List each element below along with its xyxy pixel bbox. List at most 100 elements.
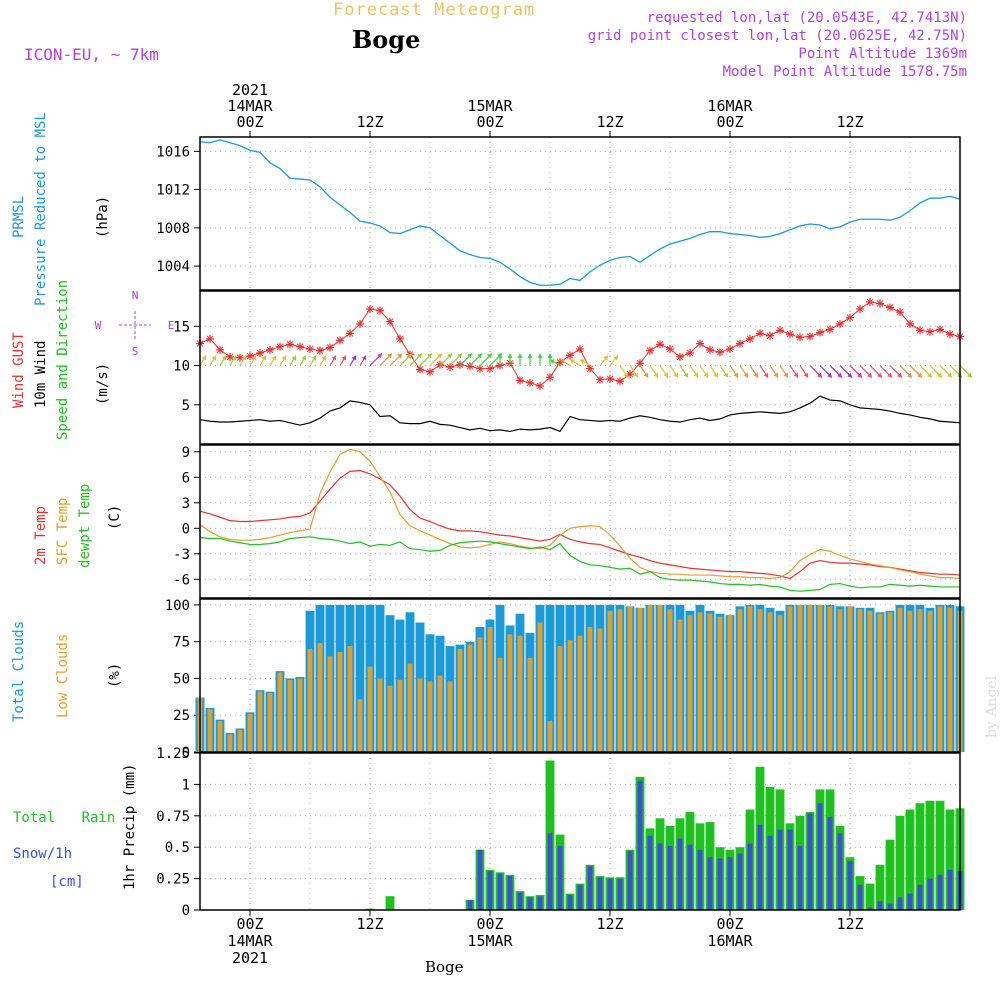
precip-bar-b <box>917 884 923 910</box>
precip-bar-b <box>697 849 703 910</box>
bottom-time-label: 00Z <box>236 915 263 933</box>
wind-gust-marker <box>656 340 664 349</box>
snow-label: Snow/1h <box>13 846 73 862</box>
clouds-bar-b <box>537 622 543 752</box>
wind-direction-arrow <box>959 365 973 378</box>
precip-bar-a <box>925 800 935 910</box>
wind-gust-marker <box>536 381 544 390</box>
clouds-bar-b <box>757 609 763 752</box>
precipitation-ytick-label: 0.25 <box>156 872 190 888</box>
wind-direction-arrow <box>369 353 383 366</box>
wind-gust-marker <box>926 327 934 336</box>
top-time-label: 12Z <box>356 113 383 131</box>
precip-bar-b <box>937 874 943 910</box>
temp-line-2 <box>199 536 960 592</box>
point-altitude: Point Altitude 1369m <box>798 46 967 62</box>
wind-gust-marker <box>416 365 424 374</box>
wind-direction-arrow <box>239 355 247 366</box>
bottom-time-label: 12Z <box>356 915 383 933</box>
wind-direction-arrow <box>379 353 393 366</box>
clouds-bar-a <box>355 604 365 752</box>
clouds-bar-b <box>867 610 873 752</box>
wind-gust-marker <box>346 329 354 338</box>
wind-direction-arrow <box>299 355 307 366</box>
compass-n: N <box>132 289 139 302</box>
wind-direction-arrow <box>399 353 413 366</box>
wind-direction-arrow <box>389 353 403 366</box>
temperature-ytick-label: 0 <box>182 521 190 537</box>
wind-direction-arrow <box>739 365 749 378</box>
wind-direction-arrow <box>719 365 729 378</box>
clouds-bar-b <box>277 672 283 752</box>
pressure-ytick-label: 1016 <box>156 144 190 160</box>
clouds-bar-b <box>617 609 623 752</box>
wind-direction-arrow <box>639 365 649 378</box>
clouds-bar-b <box>457 649 463 752</box>
precip-bar-b <box>807 813 813 910</box>
wind-gust-marker <box>386 317 394 326</box>
temp-line-0 <box>199 469 961 580</box>
precip-bar-a <box>385 896 395 910</box>
wind-direction-arrow <box>729 365 739 378</box>
wind-gust-marker <box>586 364 594 373</box>
wind-panel <box>119 291 973 444</box>
clouds-bar-b <box>937 606 943 752</box>
clouds-ytick-label: 0 <box>182 745 190 761</box>
top-time-label: 00Z <box>476 113 503 131</box>
wind-gust-marker <box>226 352 234 361</box>
precip-bar-a <box>885 839 895 910</box>
wind-direction-arrow <box>439 353 453 366</box>
total-rain-label: Total Rain <box>13 810 116 826</box>
wind-gust-marker <box>296 342 304 351</box>
wind-gust-marker <box>206 334 214 343</box>
wind-frame <box>199 290 961 445</box>
wind-gust-marker <box>306 345 314 354</box>
wind-direction-arrow <box>249 355 257 366</box>
clouds-bar-b <box>817 604 823 752</box>
precip-bar-b <box>497 873 503 910</box>
clouds-bar-b <box>727 615 733 752</box>
wind-gust-line <box>199 301 961 387</box>
snow-unit-label: [cm] <box>50 874 84 890</box>
wind-direction-arrow <box>209 355 217 366</box>
wind-gust-marker <box>286 340 294 349</box>
wind-gust-marker <box>716 348 724 357</box>
wind-gust-marker <box>426 367 434 376</box>
precip-bar-b <box>487 871 493 910</box>
clouds-bar-b <box>787 606 793 752</box>
wind-direction-arrow <box>339 355 347 366</box>
clouds-ytick-label: 100 <box>165 598 190 614</box>
precip-bar-b <box>867 907 873 910</box>
wind-gust-marker <box>486 364 494 373</box>
precip-bar-b <box>477 849 483 910</box>
wind-direction-arrow <box>329 355 337 366</box>
wind-gust-marker <box>946 330 954 339</box>
wind-gust-marker <box>526 378 534 387</box>
pressure-line <box>199 139 961 286</box>
compass-s: S <box>132 345 139 358</box>
precip-bar-a <box>905 809 915 910</box>
clouds-bar-b <box>217 721 223 752</box>
clouds-bar-b <box>637 607 643 752</box>
wind-direction-arrow <box>459 353 473 366</box>
temperature-ytick-label: 6 <box>182 470 190 486</box>
precip-bar-b <box>537 896 543 910</box>
top-time-label: 12Z <box>836 113 863 131</box>
wind-gust-marker <box>596 375 604 384</box>
bottom-time-label: 2021 <box>232 949 268 967</box>
precip-bar-b <box>567 894 573 910</box>
precip-bar-b <box>727 857 733 910</box>
precip-bar-b <box>827 817 833 910</box>
wind-gust-marker <box>246 352 254 361</box>
clouds-bar-b <box>417 678 423 752</box>
clouds-bar-b <box>257 691 263 752</box>
wind-gust-marker <box>826 325 834 334</box>
wind-gust-marker <box>816 328 824 337</box>
clouds-bar-b <box>837 609 843 752</box>
wind-direction-arrow <box>839 365 853 378</box>
precip-bar-b <box>507 876 513 910</box>
wind-direction-arrow <box>269 355 277 366</box>
compass-rose <box>119 311 151 339</box>
bottom-time-label: 00Z <box>476 915 503 933</box>
